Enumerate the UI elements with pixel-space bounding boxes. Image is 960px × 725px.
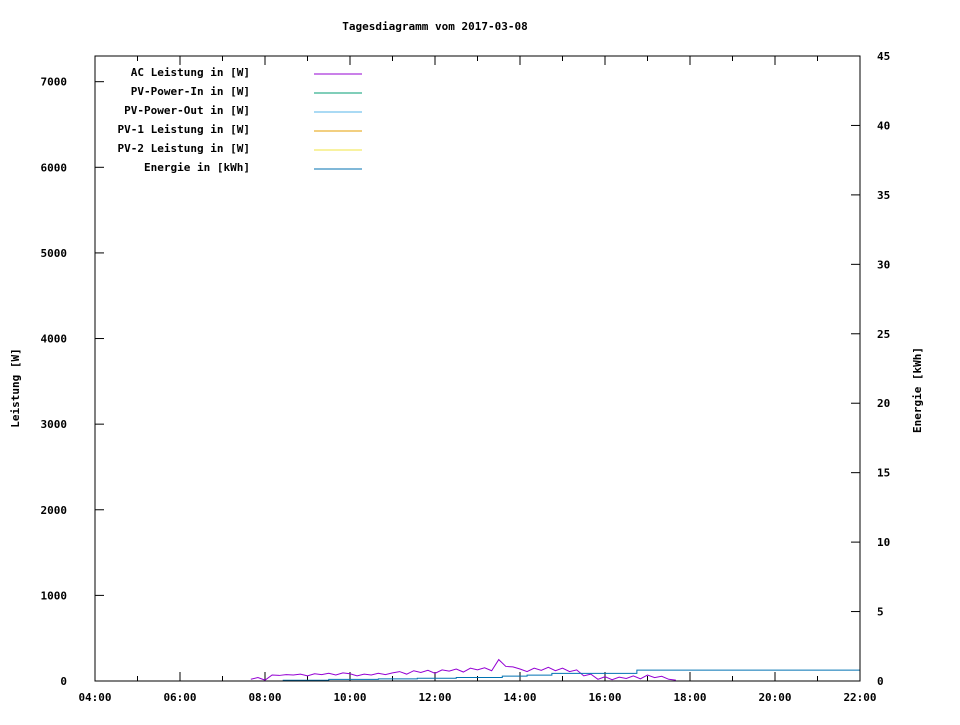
y-tick-label: 7000 — [41, 76, 68, 89]
y-axis-label: Leistung [W] — [9, 348, 22, 427]
legend-label: PV-2 Leistung in [W] — [118, 142, 250, 155]
y2-tick-label: 35 — [877, 189, 890, 202]
y2-tick-label: 10 — [877, 536, 890, 549]
legend-label: PV-Power-In in [W] — [131, 85, 250, 98]
x-tick-label: 12:00 — [418, 691, 451, 704]
y-tick-label: 0 — [60, 675, 67, 688]
y2-axis-label: Energie [kWh] — [911, 347, 924, 433]
y-tick-label: 5000 — [41, 247, 68, 260]
x-tick-label: 10:00 — [333, 691, 366, 704]
chart-title: Tagesdiagramm vom 2017-03-08 — [342, 20, 527, 33]
series-line-0 — [250, 658, 676, 681]
x-tick-label: 22:00 — [843, 691, 876, 704]
x-tick-label: 04:00 — [78, 691, 111, 704]
y2-tick-label: 0 — [877, 675, 884, 688]
x-tick-label: 16:00 — [588, 691, 621, 704]
y-tick-label: 2000 — [41, 504, 68, 517]
legend-label: PV-1 Leistung in [W] — [118, 123, 250, 136]
x-tick-label: 18:00 — [673, 691, 706, 704]
y2-tick-label: 25 — [877, 328, 890, 341]
legend-label: PV-Power-Out in [W] — [124, 104, 250, 117]
y-tick-label: 6000 — [41, 161, 68, 174]
x-tick-label: 14:00 — [503, 691, 536, 704]
x-tick-label: 06:00 — [163, 691, 196, 704]
y2-tick-label: 30 — [877, 258, 890, 271]
y-tick-label: 3000 — [41, 418, 68, 431]
y2-tick-label: 40 — [877, 119, 890, 132]
y2-tick-label: 45 — [877, 50, 890, 63]
y-tick-label: 4000 — [41, 333, 68, 346]
y2-tick-label: 5 — [877, 606, 884, 619]
legend-label: AC Leistung in [W] — [131, 66, 250, 79]
y-tick-label: 1000 — [41, 589, 68, 602]
x-tick-label: 08:00 — [248, 691, 281, 704]
y2-tick-label: 20 — [877, 397, 890, 410]
legend-label: Energie in [kWh] — [144, 161, 250, 174]
y2-tick-label: 15 — [877, 467, 890, 480]
x-tick-label: 20:00 — [758, 691, 791, 704]
series-line-5 — [282, 669, 860, 681]
plot-border — [94, 55, 861, 682]
